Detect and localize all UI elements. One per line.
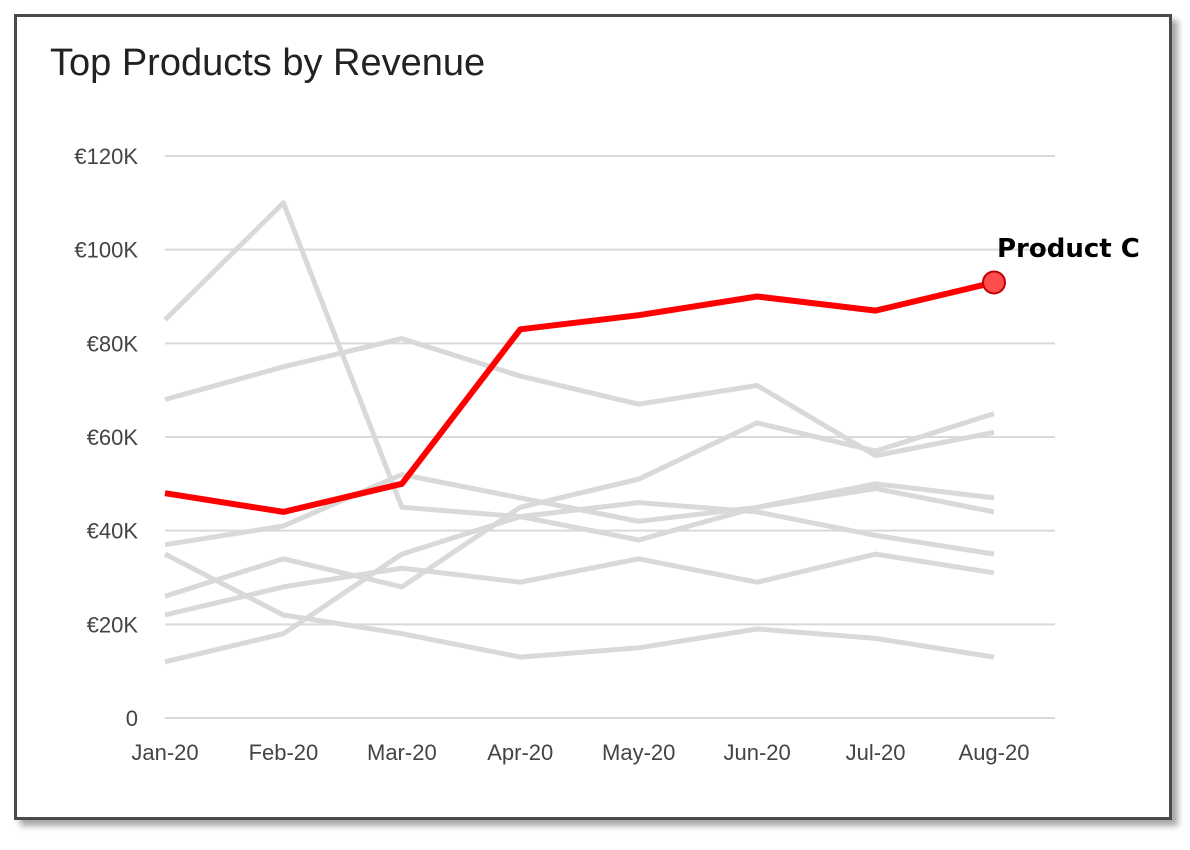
series-labels: Product C xyxy=(997,234,1140,264)
x-tick-label: Jul-20 xyxy=(846,740,906,765)
gridlines xyxy=(165,155,1055,719)
x-tick-label: Aug-20 xyxy=(959,740,1030,765)
chart-title: Top Products by Revenue xyxy=(50,42,486,84)
x-tick-label: Mar-20 xyxy=(367,740,437,765)
x-tick-label: Jun-20 xyxy=(724,740,791,765)
series-line-background xyxy=(164,336,995,459)
y-tick-label: €120K xyxy=(74,144,138,169)
y-tick-label: €60K xyxy=(87,425,139,450)
series-line-highlighted xyxy=(164,279,995,515)
y-tick-label: €20K xyxy=(87,612,139,637)
series-lines xyxy=(163,200,995,665)
series-line-background xyxy=(163,200,995,557)
y-axis-tick-labels: 0 €20K €40K €60K €80K €100K €120K xyxy=(74,144,138,731)
series-end-marker xyxy=(982,270,1006,295)
series-line-background xyxy=(164,411,995,599)
y-tick-label: 0 xyxy=(126,706,138,731)
y-tick-label: €100K xyxy=(74,238,138,263)
x-tick-label: Jan-20 xyxy=(131,740,198,765)
series-line-background xyxy=(164,472,995,548)
highlighted-series-label: Product C xyxy=(997,234,1140,264)
series-line-background xyxy=(164,486,995,665)
y-tick-label: €40K xyxy=(87,519,139,544)
x-tick-label: Apr-20 xyxy=(487,740,553,765)
x-axis-tick-labels: Jan-20 Feb-20 Mar-20 Apr-20 May-20 Jun-20 Jul-… xyxy=(131,740,1029,765)
y-tick-label: €80K xyxy=(87,331,139,356)
series-line-background xyxy=(164,551,995,618)
x-tick-label: Feb-20 xyxy=(249,740,319,765)
end-markers xyxy=(982,270,1006,295)
x-tick-label: May-20 xyxy=(602,740,675,765)
